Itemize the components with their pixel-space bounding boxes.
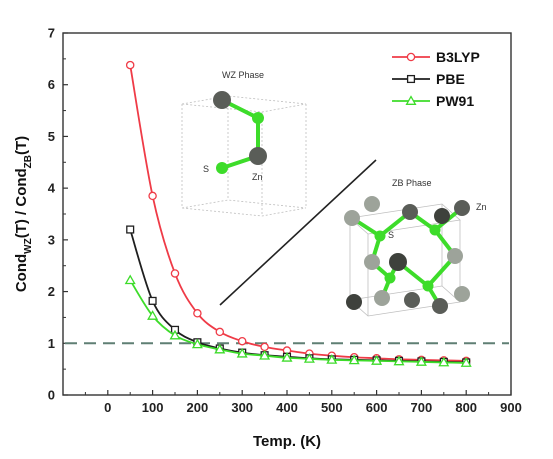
data-point-b3lyp: [148, 191, 157, 201]
zb-s-atom: [429, 224, 441, 236]
zb-zn-atom: [344, 210, 360, 226]
zb-s-atom: [374, 230, 386, 242]
data-point-pw91: [281, 352, 293, 362]
zb-phase-inset: ZB Phase: [344, 178, 487, 317]
data-point-pw91: [371, 355, 383, 365]
data-point-pw91: [169, 329, 181, 340]
zb-zn-atoms: [344, 196, 470, 314]
zb-zn-atom: [374, 290, 390, 306]
data-point-pw91: [415, 356, 427, 366]
wz-zn-label: Zn: [252, 172, 263, 182]
zb-zn-atom: [454, 286, 470, 302]
y-tick-label: 0: [48, 388, 55, 403]
x-tick-label: 700: [411, 400, 433, 415]
wz-phase-title: WZ Phase: [222, 70, 264, 80]
x-tick-label: 0: [104, 400, 111, 415]
data-point-b3lyp: [237, 336, 247, 346]
x-tick-label: 900: [500, 400, 522, 415]
legend-label: PW91: [436, 93, 474, 109]
zb-zn-atom: [364, 254, 380, 270]
legend-label: PBE: [436, 71, 465, 87]
zb-zn-atom: [404, 292, 420, 308]
legend-marker: [406, 52, 416, 62]
data-point-pw91: [393, 355, 405, 366]
x-tick-label: 300: [231, 400, 253, 415]
wz-s-atom-bottom: [216, 162, 228, 174]
zb-s-label: S: [388, 230, 394, 240]
x-tick-label: 500: [321, 400, 343, 415]
zb-zn-atom: [432, 298, 448, 314]
y-tick-label: 5: [48, 129, 55, 144]
x-tick-label: 400: [276, 400, 298, 415]
inset-connector-line: [219, 159, 377, 306]
legend-label: B3LYP: [436, 49, 480, 65]
series-line-pw91: [129, 279, 467, 364]
x-axis-title: Temp. (K): [253, 433, 321, 450]
y-tick-label: 4: [48, 181, 56, 196]
zb-zn-label: Zn: [476, 202, 487, 212]
data-point-pw91: [147, 310, 159, 320]
data-point-pw91: [326, 354, 338, 364]
legend-marker: [406, 74, 416, 84]
data-point-b3lyp: [215, 327, 225, 337]
zb-s-atoms: [374, 224, 441, 292]
x-tick-label: 600: [366, 400, 388, 415]
y-tick-label: 2: [48, 284, 55, 299]
series-layer: [124, 60, 472, 367]
data-point-pw91: [259, 349, 271, 360]
wz-s-atom-top: [252, 112, 264, 124]
data-point-pw91: [348, 354, 360, 365]
data-point-pw91: [236, 347, 248, 358]
zb-phase-title: ZB Phase: [392, 178, 432, 188]
wz-phase-inset: WZ Phase S Zn: [181, 70, 307, 217]
y-tick-label: 7: [48, 26, 55, 41]
data-point-pw91: [303, 353, 315, 363]
legend-item-b3lyp: B3LYP: [392, 49, 480, 65]
zb-zn-atom: [454, 200, 470, 216]
legend-marker: [405, 95, 417, 105]
wz-zn-atom-bottom: [249, 147, 267, 165]
data-point-pw91: [214, 343, 226, 354]
legend-item-pbe: PBE: [392, 71, 465, 87]
zb-s-atom: [384, 272, 396, 284]
data-point-pw91: [124, 274, 136, 285]
data-point-b3lyp: [193, 309, 202, 318]
wz-zn-atom-top: [213, 91, 231, 109]
x-axis-ticks: 0 100 200 300 400 500 600 700 800 900: [84, 390, 522, 415]
zb-zn-atom: [447, 248, 463, 264]
data-point-pw91: [438, 356, 450, 367]
zb-zn-atom: [402, 204, 418, 220]
data-point-pw91: [191, 338, 203, 349]
data-point-pbe: [126, 225, 135, 234]
data-point-b3lyp: [125, 60, 135, 70]
zb-zn-atom: [434, 208, 450, 224]
legend: B3LYP PBE PW91: [392, 49, 480, 109]
x-tick-label: 200: [187, 400, 209, 415]
zb-s-atom: [422, 280, 434, 292]
series-pw91: [124, 274, 472, 367]
x-tick-label: 100: [142, 400, 164, 415]
zb-zn-atom: [346, 294, 362, 310]
data-point-pw91: [460, 357, 472, 367]
zb-zn-atom: [364, 196, 380, 212]
data-point-b3lyp: [170, 269, 180, 278]
data-point-pbe: [148, 296, 157, 305]
zb-zn-atom: [389, 253, 407, 271]
data-point-b3lyp: [260, 342, 269, 352]
y-axis-title: CondWZ(T) / CondZB(T): [13, 136, 34, 292]
x-tick-label: 800: [455, 400, 477, 415]
y-tick-label: 6: [48, 77, 55, 92]
wz-s-label: S: [203, 164, 209, 174]
legend-item-pw91: PW91: [392, 93, 474, 109]
y-tick-label: 3: [48, 232, 55, 247]
y-tick-label: 1: [48, 336, 55, 351]
